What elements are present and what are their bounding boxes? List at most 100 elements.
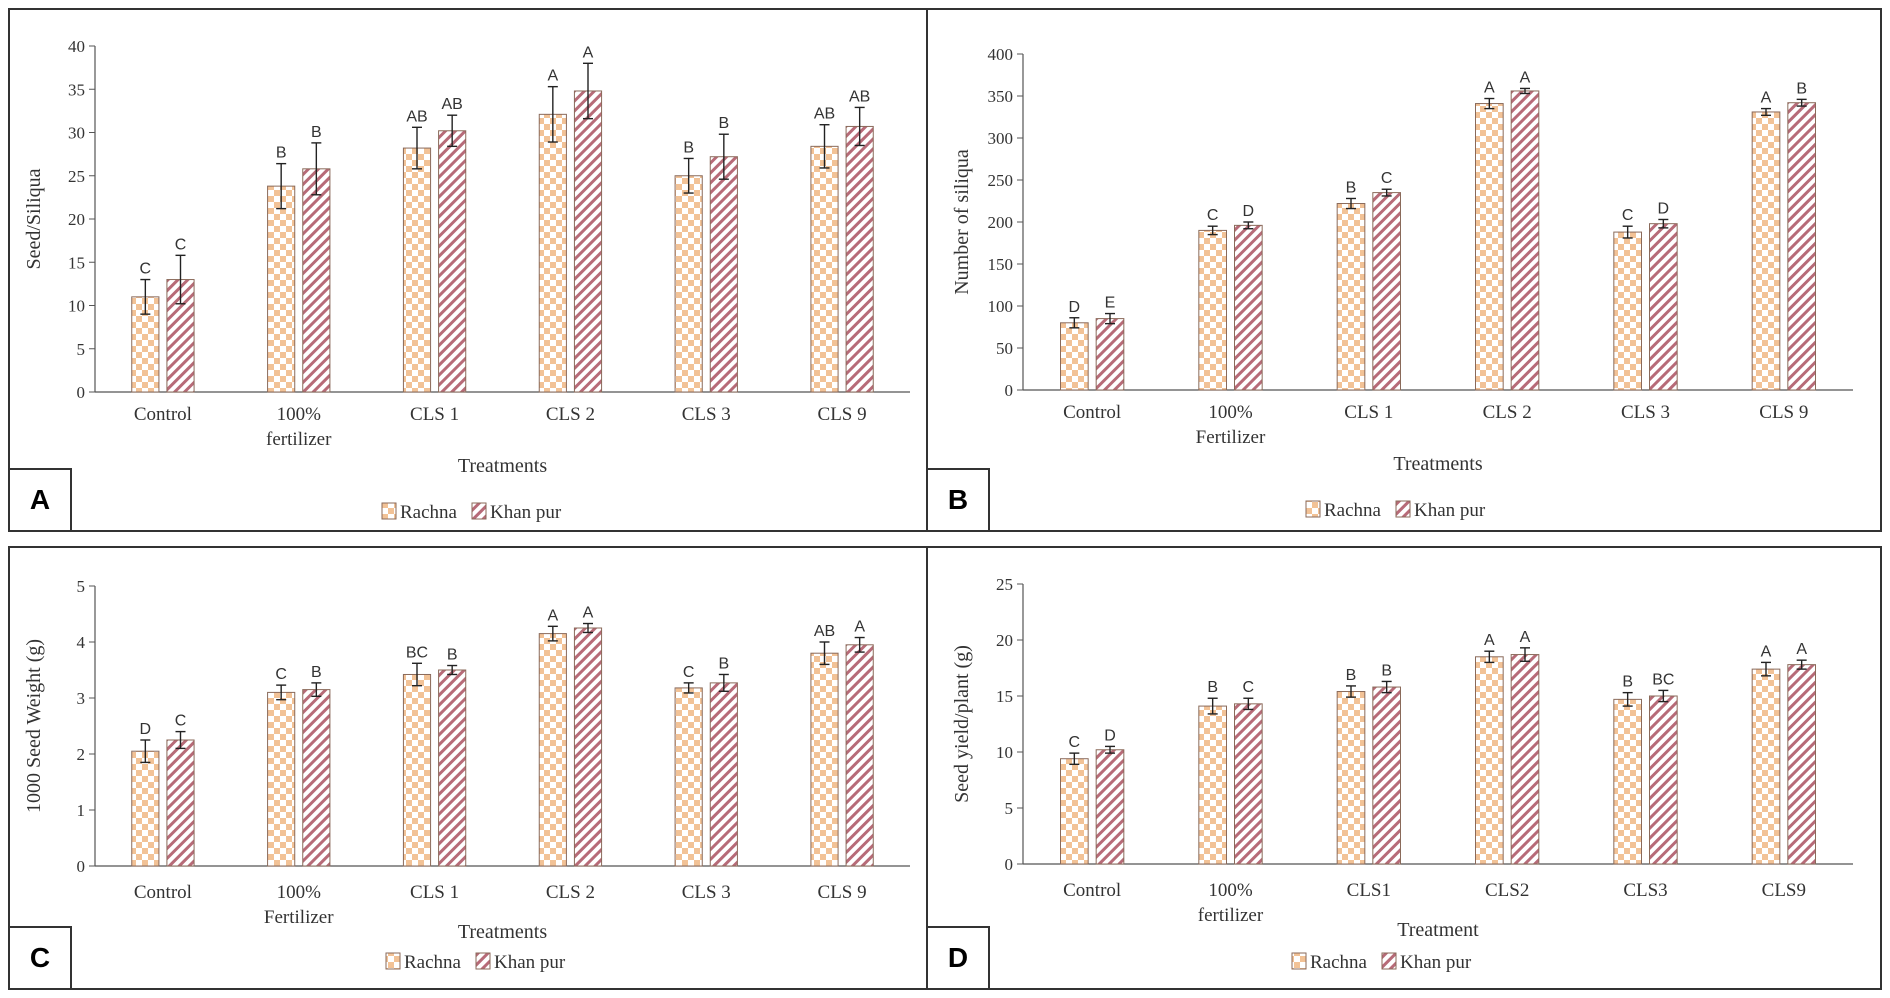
chart-panel-c: 0 1 2 3 4 5 1000 Seed Weight (g) D C Control C B 100… — [8, 546, 940, 990]
bar-rachna-5 — [1751, 668, 1781, 865]
significance-letter: B — [311, 664, 322, 681]
x-tick-label: CLS 3 — [1621, 402, 1670, 423]
bar-rachna-4 — [1613, 231, 1642, 391]
significance-letter: AB — [849, 88, 870, 105]
significance-letter: AB — [814, 106, 835, 123]
significance-letter: B — [1381, 662, 1392, 679]
legend-swatch-khanpur — [471, 502, 487, 520]
x-tick-label: CLS 2 — [546, 882, 595, 903]
significance-letter: A — [1520, 629, 1531, 646]
significance-letter: A — [547, 68, 558, 85]
chart-panel-b: 0 50 100 150 200 250 300 350 400 Number of siliqu… — [926, 8, 1882, 532]
significance-letter: B — [718, 655, 729, 672]
x-tick-label: Control — [1063, 880, 1121, 901]
bar-khanpur-3 — [573, 627, 603, 867]
significance-letter: D — [1658, 200, 1670, 217]
significance-letter: C — [140, 261, 152, 278]
significance-letter: D — [1243, 203, 1255, 220]
bar-rachna-5 — [1751, 111, 1781, 391]
bar-khanpur-4 — [709, 682, 738, 867]
significance-letter: C — [175, 713, 187, 730]
panel-label-d: D — [928, 926, 990, 988]
significance-letter: D — [1104, 727, 1116, 744]
y-tick-label: 15 — [68, 253, 85, 272]
legend-label-rachna: Rachna — [400, 502, 458, 523]
y-tick-label: 0 — [77, 857, 86, 876]
bar-rachna-2 — [1336, 691, 1366, 865]
y-tick-label: 30 — [68, 124, 85, 143]
bar-rachna-3 — [1475, 656, 1504, 865]
bar-rachna-2 — [402, 147, 432, 393]
significance-letter: B — [1622, 674, 1633, 691]
bar-khanpur-0 — [1095, 749, 1125, 865]
bar-khanpur-1 — [1234, 224, 1263, 391]
significance-letter: A — [583, 44, 594, 61]
significance-letter: BC — [406, 644, 428, 661]
x-axis-label: Treatment — [1397, 919, 1479, 941]
significance-letter: B — [311, 124, 322, 141]
bar-rachna-4 — [1613, 698, 1642, 865]
bar-rachna-2 — [402, 673, 432, 867]
significance-letter: B — [1346, 179, 1357, 196]
significance-letter: C — [683, 664, 695, 681]
bar-rachna-3 — [538, 113, 567, 393]
y-tick-label: 5 — [77, 577, 86, 596]
panel-label-c: C — [10, 926, 72, 988]
y-axis-label: Seed yield/plant (g) — [951, 645, 973, 803]
y-tick-label: 0 — [1005, 855, 1014, 874]
significance-letter: C — [1622, 207, 1634, 224]
x-axis-label: Treatments — [458, 455, 547, 477]
bar-khanpur-0 — [1095, 318, 1125, 391]
legend: Rachna Khan pur — [1305, 500, 1486, 521]
y-tick-label: 20 — [996, 631, 1013, 650]
significance-letter: E — [1105, 295, 1116, 312]
significance-letter: C — [1381, 170, 1393, 187]
panel-label-a: A — [10, 468, 72, 530]
x-tick-label: CLS 9 — [1759, 402, 1808, 423]
bar-khanpur-3 — [1510, 654, 1540, 865]
y-tick-label: 200 — [988, 213, 1014, 232]
bar-khanpur-1 — [302, 689, 331, 867]
bar-khanpur-1 — [1234, 703, 1263, 865]
significance-letter: A — [1761, 643, 1772, 660]
bar-rachna-5 — [810, 145, 839, 393]
bar-rachna-3 — [538, 633, 567, 867]
bar-chart-b: 0 50 100 150 200 250 300 350 400 Number of siliqu… — [951, 45, 1853, 521]
x-tick-label: fertilizer — [1198, 905, 1264, 926]
significance-letter: B — [718, 115, 729, 132]
chart-panel-d: 0 5 10 15 20 25 Seed yield/plant (g) C D Control B… — [926, 546, 1882, 990]
significance-letter: C — [275, 666, 287, 683]
bar-khanpur-3 — [573, 90, 603, 393]
y-axis-label: 1000 Seed Weight (g) — [23, 639, 45, 813]
bar-rachna-2 — [1336, 203, 1366, 391]
x-tick-label: CLS 1 — [410, 404, 459, 425]
bar-khanpur-4 — [709, 156, 738, 393]
y-tick-label: 20 — [68, 210, 85, 229]
y-tick-label: 4 — [77, 633, 86, 652]
significance-letter: A — [1484, 80, 1495, 97]
x-axis-label: Treatments — [458, 921, 547, 943]
bar-rachna-1 — [267, 691, 296, 867]
x-tick-label: CLS 2 — [546, 404, 595, 425]
significance-letter: D — [140, 721, 152, 738]
significance-letter: D — [1069, 299, 1081, 316]
bar-khanpur-2 — [1372, 686, 1402, 865]
bar-khanpur-5 — [1787, 664, 1816, 865]
y-tick-label: 250 — [988, 171, 1014, 190]
x-tick-label: CLS 2 — [1483, 402, 1532, 423]
y-tick-label: 10 — [68, 297, 85, 316]
legend-swatch-khanpur — [1381, 952, 1397, 970]
significance-letter: B — [447, 647, 458, 664]
legend-label-rachna: Rachna — [1324, 500, 1382, 521]
bar-khanpur-4 — [1649, 223, 1678, 391]
bar-chart-a: 0 5 10 15 20 25 30 35 40 Seed/Siliqua C C Control B B 1… — [23, 37, 910, 523]
legend-swatch-khanpur — [1395, 500, 1411, 518]
x-tick-label: 100% — [1208, 880, 1253, 901]
significance-letter: B — [1207, 679, 1218, 696]
legend-label-khanpur: Khan pur — [490, 502, 562, 523]
significance-letter: A — [547, 607, 558, 624]
bar-khanpur-5 — [1787, 102, 1816, 391]
bar-khanpur-1 — [302, 168, 331, 393]
y-tick-label: 3 — [77, 689, 86, 708]
bar-khanpur-2 — [1372, 192, 1402, 391]
